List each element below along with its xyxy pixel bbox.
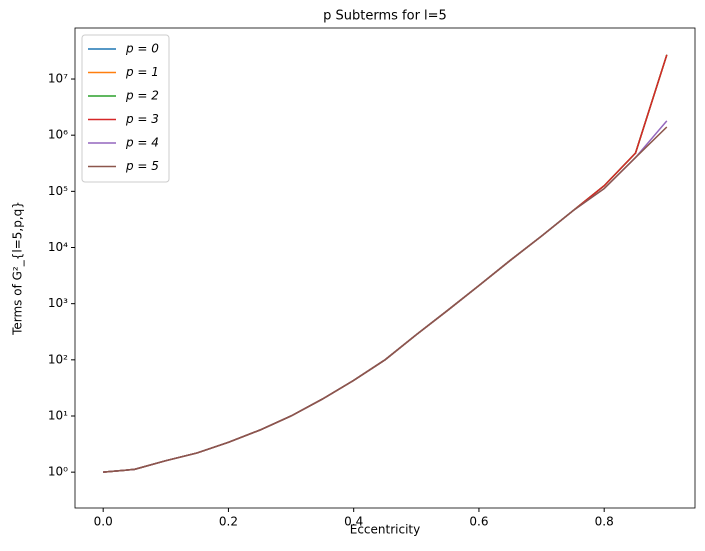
x-tick-label: 0.0: [94, 515, 113, 529]
series-line: [103, 54, 668, 473]
series-line: [103, 54, 668, 473]
legend-label: p = 3: [125, 112, 159, 126]
x-tick-label: 0.6: [469, 515, 488, 529]
series-line: [103, 120, 668, 473]
y-tick-label: 10¹: [48, 408, 68, 422]
legend-label: p = 5: [125, 159, 159, 173]
y-axis-label: Terms of G²_{l=5,p,q}: [11, 201, 25, 336]
y-tick-label: 10⁰: [48, 465, 68, 479]
plot-frame: [74, 27, 696, 509]
y-tick-label: 10⁷: [48, 72, 68, 86]
x-tick-label: 0.4: [344, 515, 363, 529]
series-line: [103, 54, 668, 473]
legend-label: p = 2: [125, 89, 159, 103]
y-tick-label: 10⁴: [48, 240, 68, 254]
legend-label: p = 0: [125, 42, 159, 56]
series-line: [103, 54, 668, 473]
x-axis-label: Eccentricity: [350, 523, 420, 537]
chart-title: p Subterms for l=5: [323, 9, 447, 24]
y-tick-label: 10⁵: [48, 184, 68, 198]
y-tick-label: 10²: [48, 352, 68, 366]
legend-label: p = 4: [125, 136, 159, 150]
y-tick-label: 10⁶: [48, 128, 68, 142]
x-tick-label: 0.2: [219, 515, 238, 529]
y-tick-label: 10³: [48, 296, 68, 310]
series-line: [103, 126, 668, 473]
x-tick-label: 0.8: [595, 515, 614, 529]
legend-label: p = 1: [125, 65, 159, 79]
